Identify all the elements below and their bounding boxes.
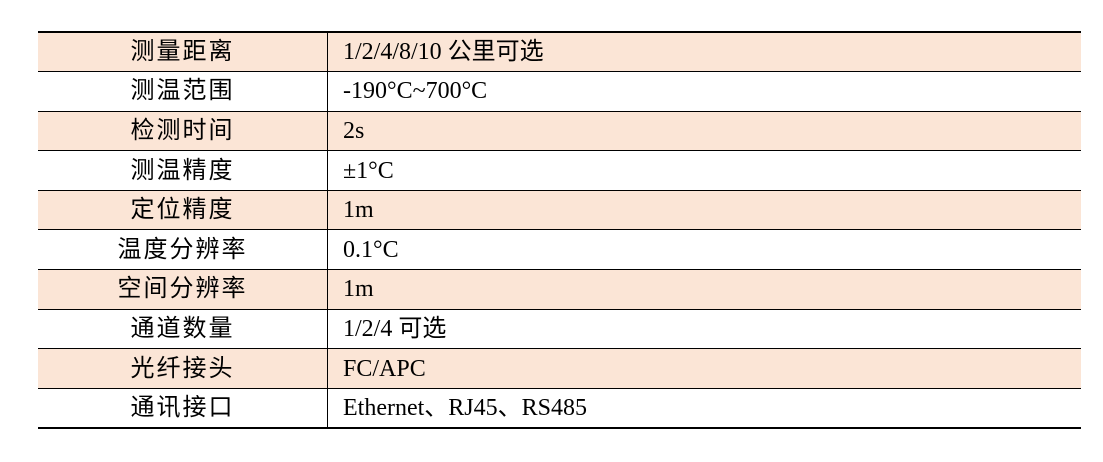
spec-label-cell: 通讯接口 [38,387,328,428]
spec-value-cell: 2s [327,110,1081,151]
spec-table-body: 测量距离 1/2/4/8/10 公里可选 测温范围 -190°C~700°C 检… [38,32,1081,428]
spec-value-cell: -190°C~700°C [327,71,1081,112]
table-row: 测温精度 ±1°C [38,150,1081,191]
table-row: 检测时间 2s [38,110,1081,151]
spec-table: 测量距离 1/2/4/8/10 公里可选 测温范围 -190°C~700°C 检… [38,31,1081,429]
spec-label-cell: 定位精度 [38,189,328,230]
table-row: 定位精度 1m [38,189,1081,230]
table-row: 空间分辨率 1m [38,269,1081,310]
spec-label-cell: 检测时间 [38,110,328,151]
spec-label-cell: 光纤接头 [38,348,328,389]
table-row: 光纤接头 FC/APC [38,348,1081,389]
table-row: 通道数量 1/2/4 可选 [38,308,1081,349]
spec-label-cell: 空间分辨率 [38,269,328,310]
spec-label-cell: 测量距离 [38,32,328,72]
table-row: 测温范围 -190°C~700°C [38,71,1081,112]
spec-value-cell: Ethernet、RJ45、RS485 [327,387,1081,428]
spec-label-cell: 通道数量 [38,308,328,349]
spec-label-cell: 测温范围 [38,71,328,112]
spec-value-cell: ±1°C [327,150,1081,191]
spec-value-cell: 0.1°C [327,229,1081,270]
spec-value-cell: FC/APC [327,348,1081,389]
table-row: 通讯接口 Ethernet、RJ45、RS485 [38,387,1081,428]
spec-value-cell: 1/2/4 可选 [327,308,1081,349]
table-row: 测量距离 1/2/4/8/10 公里可选 [38,32,1081,72]
spec-value-cell: 1m [327,269,1081,310]
spec-value-cell: 1m [327,189,1081,230]
spec-label-cell: 温度分辨率 [38,229,328,270]
spec-value-cell: 1/2/4/8/10 公里可选 [343,39,544,66]
table-row: 温度分辨率 0.1°C [38,229,1081,270]
spec-label-cell: 测温精度 [38,150,328,191]
